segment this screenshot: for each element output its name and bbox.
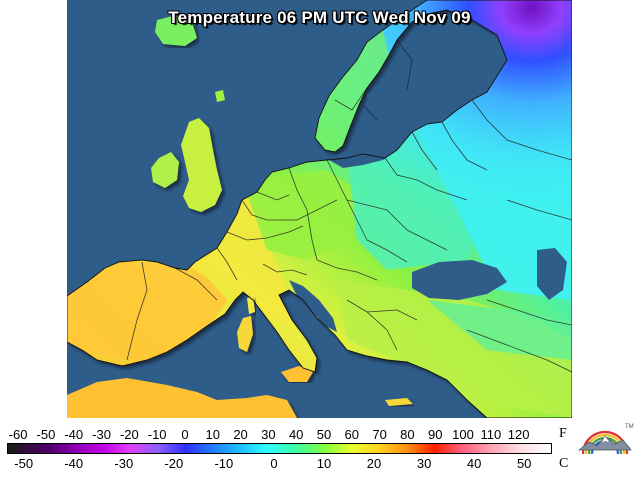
small-isles xyxy=(215,90,225,102)
scandinavia-zone xyxy=(315,30,389,152)
adriatic-sea xyxy=(289,280,337,332)
temperature-map: Temperature 06 PM UTC Wed Nov 09 xyxy=(67,0,572,418)
fahrenheit-tick-label: -60 xyxy=(8,427,28,442)
map-canvas xyxy=(67,0,572,418)
fahrenheit-tick-label: -30 xyxy=(92,427,111,442)
celsius-tick-label: 50 xyxy=(516,456,532,471)
black-sea xyxy=(412,260,507,300)
fahrenheit-tick-label: 110 xyxy=(480,427,502,442)
celsius-tick-label: -50 xyxy=(14,456,34,471)
north-africa xyxy=(67,378,297,418)
fahrenheit-tick-label: 30 xyxy=(261,427,276,442)
tyrrhenian-islands xyxy=(237,296,255,352)
fahrenheit-unit-label: F xyxy=(559,426,567,441)
crete xyxy=(385,398,413,406)
fahrenheit-tick-label: 70 xyxy=(372,427,387,442)
british-isles xyxy=(151,118,222,212)
celsius-tick-label: -40 xyxy=(64,456,84,471)
iceland xyxy=(155,15,197,46)
fahrenheit-tick-label: 120 xyxy=(507,427,530,442)
fahrenheit-tick-label: 20 xyxy=(233,427,248,442)
svg-text:TM: TM xyxy=(625,424,634,430)
celsius-tick-label: -30 xyxy=(114,456,134,471)
temperature-legend: -60 -50 -40 -30 -20 -10 0 10 20 30 40 50 60 70 80 90 100… xyxy=(0,418,640,480)
fahrenheit-tick-label: 90 xyxy=(427,427,443,442)
celsius-tick-label: 0 xyxy=(270,456,278,471)
fahrenheit-tick-label: -50 xyxy=(36,427,56,442)
weather-provider-logo: TM xyxy=(577,424,634,455)
fahrenheit-tick-label: 0 xyxy=(181,427,189,442)
sicily xyxy=(281,366,313,382)
celsius-tick-label: 20 xyxy=(366,456,382,471)
country-borders xyxy=(126,39,572,373)
fahrenheit-tick-label: -40 xyxy=(64,427,84,442)
celsius-tick-label: 10 xyxy=(316,456,332,471)
fahrenheit-tick-label: 100 xyxy=(452,427,474,442)
fahrenheit-tick-label: 50 xyxy=(316,427,332,442)
fahrenheit-tick-label: -10 xyxy=(147,427,167,442)
celsius-tick-label: 40 xyxy=(466,456,482,471)
map-title: Temperature 06 PM UTC Wed Nov 09 xyxy=(168,8,471,27)
color-scale-bar xyxy=(7,443,552,454)
fahrenheit-tick-label: 80 xyxy=(400,427,415,442)
fahrenheit-tick-label: 40 xyxy=(288,427,304,442)
fahrenheit-tick-label: 60 xyxy=(344,427,360,442)
caspian-sea xyxy=(537,248,567,300)
celsius-unit-label: C xyxy=(559,456,569,471)
celsius-tick-label: -10 xyxy=(214,456,234,471)
gulf-of-bothnia xyxy=(367,72,405,116)
celsius-tick-label: -20 xyxy=(164,456,184,471)
fahrenheit-tick-label: -20 xyxy=(119,427,139,442)
fahrenheit-tick-label: 10 xyxy=(205,427,220,442)
celsius-tick-label: 30 xyxy=(416,456,432,471)
